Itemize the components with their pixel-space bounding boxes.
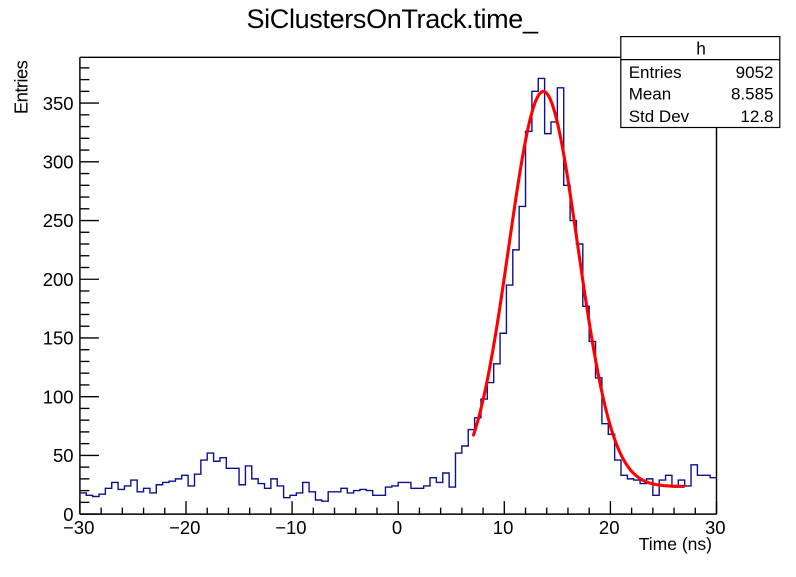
svg-text:9052: 9052 (736, 63, 774, 82)
svg-text:250: 250 (43, 210, 74, 231)
svg-text:h: h (696, 38, 706, 58)
svg-text:50: 50 (53, 445, 74, 466)
svg-text:Time (ns): Time (ns) (639, 534, 712, 554)
svg-text:10: 10 (493, 517, 514, 538)
svg-text:100: 100 (43, 386, 74, 407)
svg-text:0: 0 (392, 517, 402, 538)
svg-text:150: 150 (43, 328, 74, 349)
svg-text:8.585: 8.585 (731, 85, 774, 104)
svg-text:Entries: Entries (10, 60, 31, 114)
svg-text:−10: −10 (275, 517, 306, 538)
svg-text:Entries: Entries (629, 63, 682, 82)
svg-text:350: 350 (43, 93, 74, 114)
svg-text:−20: −20 (169, 517, 200, 538)
svg-text:SiClustersOnTrack.time_: SiClustersOnTrack.time_ (247, 4, 539, 34)
svg-text:200: 200 (43, 269, 74, 290)
svg-text:Mean: Mean (629, 85, 672, 104)
svg-text:12.8: 12.8 (740, 107, 773, 126)
svg-text:0: 0 (63, 504, 73, 525)
svg-text:−30: −30 (63, 517, 94, 538)
svg-text:Std Dev: Std Dev (629, 107, 690, 126)
svg-text:300: 300 (43, 152, 74, 173)
svg-text:20: 20 (599, 517, 620, 538)
svg-text:30: 30 (705, 517, 726, 538)
